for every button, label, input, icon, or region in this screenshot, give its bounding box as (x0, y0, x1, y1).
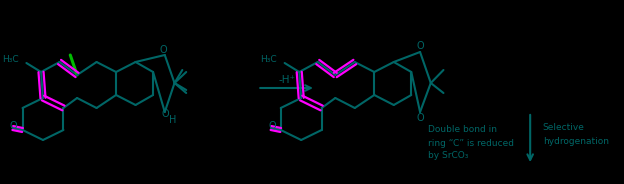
Text: O: O (416, 41, 424, 51)
Text: hydrogenation: hydrogenation (543, 137, 609, 146)
Text: O: O (416, 113, 424, 123)
Text: Selective: Selective (543, 123, 585, 132)
Text: O: O (268, 121, 276, 131)
Text: H: H (169, 115, 176, 125)
Text: H₃C: H₃C (260, 56, 277, 65)
Text: -H⁺: -H⁺ (278, 75, 295, 85)
Text: O: O (162, 109, 170, 119)
Text: Double bond in: Double bond in (428, 125, 497, 135)
Text: O: O (10, 121, 17, 131)
Text: by SrCO₃: by SrCO₃ (428, 151, 468, 160)
Text: H₃C: H₃C (2, 56, 19, 65)
Text: ring “C” is reduced: ring “C” is reduced (428, 139, 514, 148)
Text: O: O (160, 45, 168, 55)
